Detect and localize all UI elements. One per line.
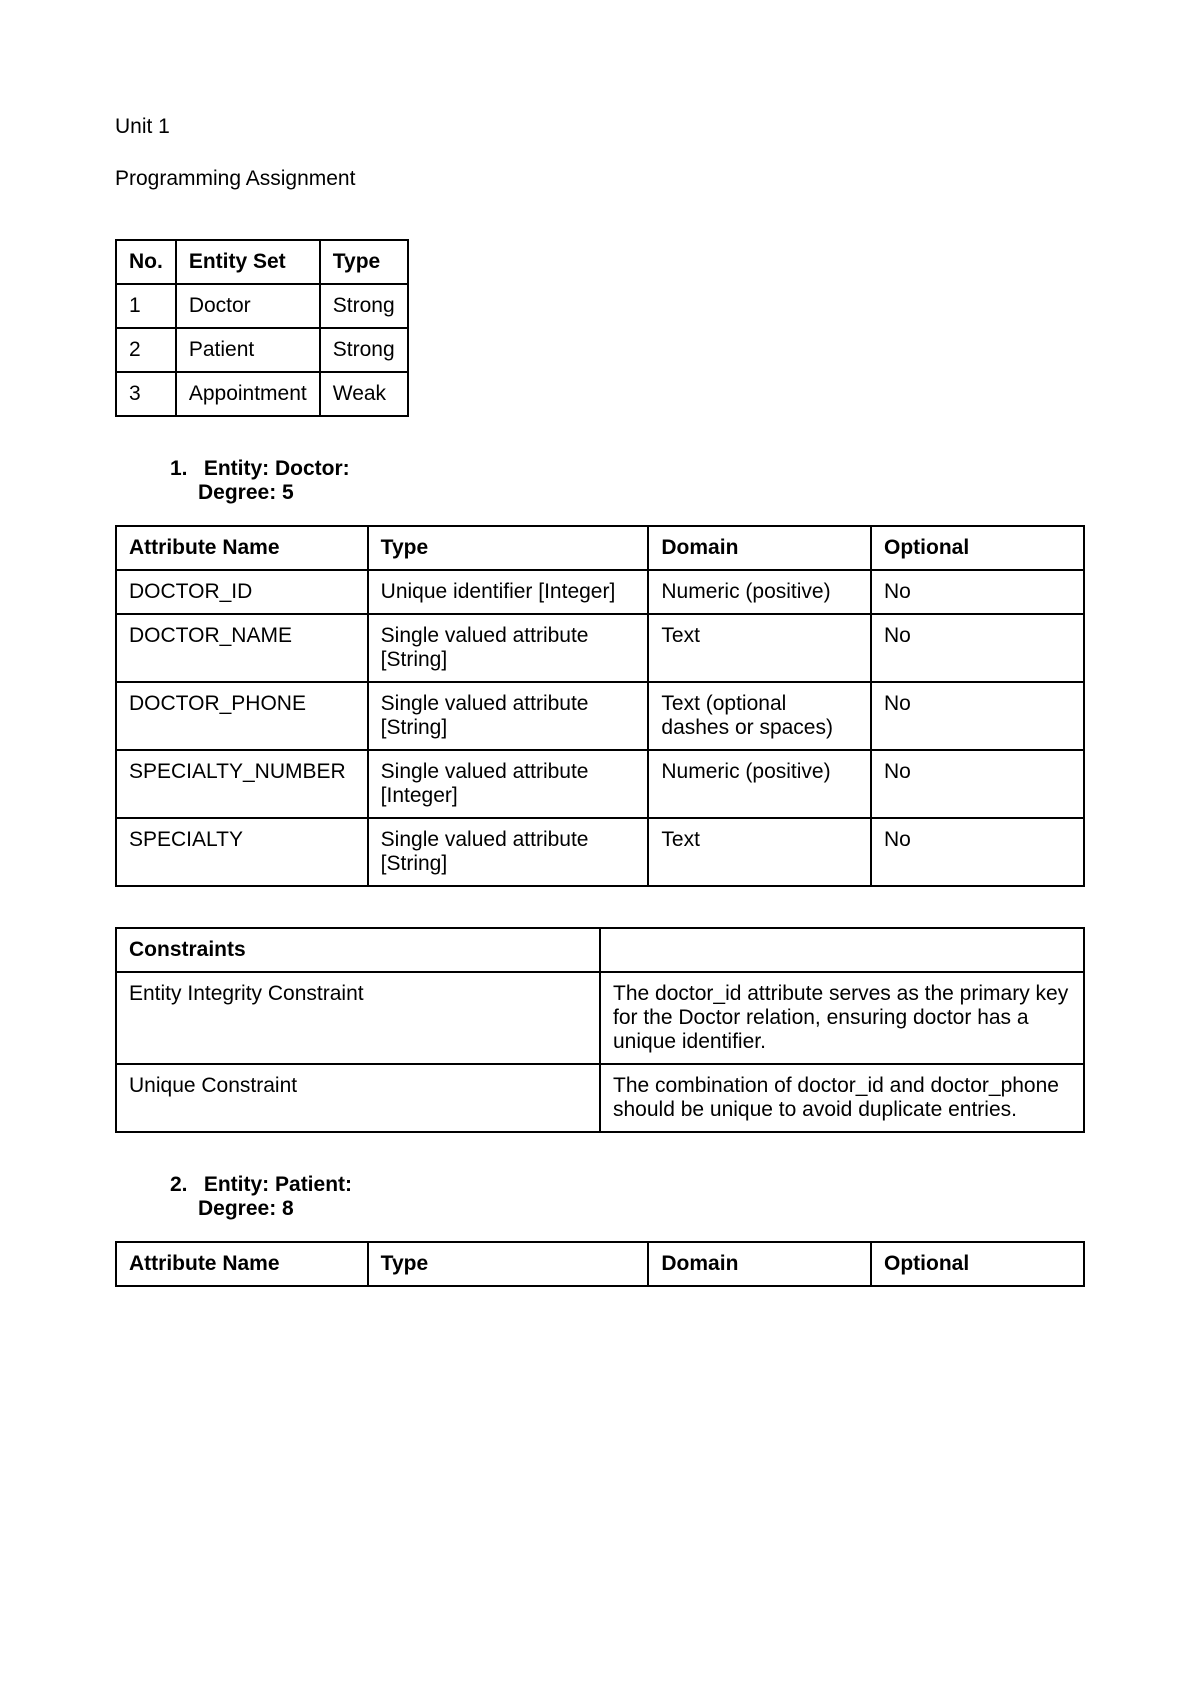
col-domain: Domain xyxy=(648,526,871,570)
col-entity-set: Entity Set xyxy=(176,240,320,284)
cell: Doctor xyxy=(176,284,320,328)
table-row: 3 Appointment Weak xyxy=(116,372,408,416)
col-type: Type xyxy=(368,526,649,570)
cell: No xyxy=(871,818,1084,886)
col-optional: Optional xyxy=(871,1242,1084,1286)
cell: Numeric (positive) xyxy=(648,570,871,614)
cell: Patient xyxy=(176,328,320,372)
document-page: Unit 1 Programming Assignment No. Entity… xyxy=(0,0,1200,1695)
unit-label: Unit 1 xyxy=(115,115,1085,139)
cell: The combination of doctor_id and doctor_… xyxy=(600,1064,1084,1132)
col-optional: Optional xyxy=(871,526,1084,570)
col-empty xyxy=(600,928,1084,972)
cell: 1 xyxy=(116,284,176,328)
cell: DOCTOR_ID xyxy=(116,570,368,614)
table-row: Entity Integrity Constraint The doctor_i… xyxy=(116,972,1084,1064)
doctor-attributes-table: Attribute Name Type Domain Optional DOCT… xyxy=(115,525,1085,887)
cell: Numeric (positive) xyxy=(648,750,871,818)
section-degree: Degree: 8 xyxy=(198,1197,294,1220)
col-no: No. xyxy=(116,240,176,284)
col-type: Type xyxy=(320,240,408,284)
section-number: 2. xyxy=(170,1173,198,1197)
cell: Text (optional dashes or spaces) xyxy=(648,682,871,750)
col-constraints: Constraints xyxy=(116,928,600,972)
table-row: 2 Patient Strong xyxy=(116,328,408,372)
cell: Unique Constraint xyxy=(116,1064,600,1132)
assignment-title: Programming Assignment xyxy=(115,167,1085,191)
table-row: Unique Constraint The combination of doc… xyxy=(116,1064,1084,1132)
cell: Single valued attribute [Integer] xyxy=(368,750,649,818)
cell: Single valued attribute [String] xyxy=(368,614,649,682)
cell: Single valued attribute [String] xyxy=(368,818,649,886)
col-type: Type xyxy=(368,1242,649,1286)
col-domain: Domain xyxy=(648,1242,871,1286)
cell: DOCTOR_PHONE xyxy=(116,682,368,750)
cell: No xyxy=(871,570,1084,614)
table-row: SPECIALTY_NUMBER Single valued attribute… xyxy=(116,750,1084,818)
doctor-constraints-table: Constraints Entity Integrity Constraint … xyxy=(115,927,1085,1133)
cell: Single valued attribute [String] xyxy=(368,682,649,750)
col-attr-name: Attribute Name xyxy=(116,1242,368,1286)
section-degree: Degree: 5 xyxy=(198,481,294,504)
patient-attributes-table: Attribute Name Type Domain Optional xyxy=(115,1241,1085,1287)
cell: Strong xyxy=(320,284,408,328)
section-title: Entity: Patient: xyxy=(204,1173,352,1196)
cell: Appointment xyxy=(176,372,320,416)
table-header-row: No. Entity Set Type xyxy=(116,240,408,284)
section-number: 1. xyxy=(170,457,198,481)
table-header-row: Constraints xyxy=(116,928,1084,972)
cell: Text xyxy=(648,614,871,682)
cell: DOCTOR_NAME xyxy=(116,614,368,682)
cell: Weak xyxy=(320,372,408,416)
cell: No xyxy=(871,614,1084,682)
table-row: DOCTOR_PHONE Single valued attribute [St… xyxy=(116,682,1084,750)
cell: The doctor_id attribute serves as the pr… xyxy=(600,972,1084,1064)
section-title: Entity: Doctor: xyxy=(204,457,350,480)
table-header-row: Attribute Name Type Domain Optional xyxy=(116,526,1084,570)
table-row: 1 Doctor Strong xyxy=(116,284,408,328)
entity-set-table: No. Entity Set Type 1 Doctor Strong 2 Pa… xyxy=(115,239,409,417)
cell: SPECIALTY xyxy=(116,818,368,886)
cell: Text xyxy=(648,818,871,886)
table-header-row: Attribute Name Type Domain Optional xyxy=(116,1242,1084,1286)
cell: Strong xyxy=(320,328,408,372)
cell: No xyxy=(871,750,1084,818)
section-1-heading: 1. Entity: Doctor: Degree: 5 xyxy=(170,457,1085,505)
section-2-heading: 2. Entity: Patient: Degree: 8 xyxy=(170,1173,1085,1221)
cell: No xyxy=(871,682,1084,750)
cell: 2 xyxy=(116,328,176,372)
table-row: DOCTOR_NAME Single valued attribute [Str… xyxy=(116,614,1084,682)
cell: 3 xyxy=(116,372,176,416)
cell: SPECIALTY_NUMBER xyxy=(116,750,368,818)
table-row: DOCTOR_ID Unique identifier [Integer] Nu… xyxy=(116,570,1084,614)
table-row: SPECIALTY Single valued attribute [Strin… xyxy=(116,818,1084,886)
cell: Entity Integrity Constraint xyxy=(116,972,600,1064)
cell: Unique identifier [Integer] xyxy=(368,570,649,614)
col-attr-name: Attribute Name xyxy=(116,526,368,570)
